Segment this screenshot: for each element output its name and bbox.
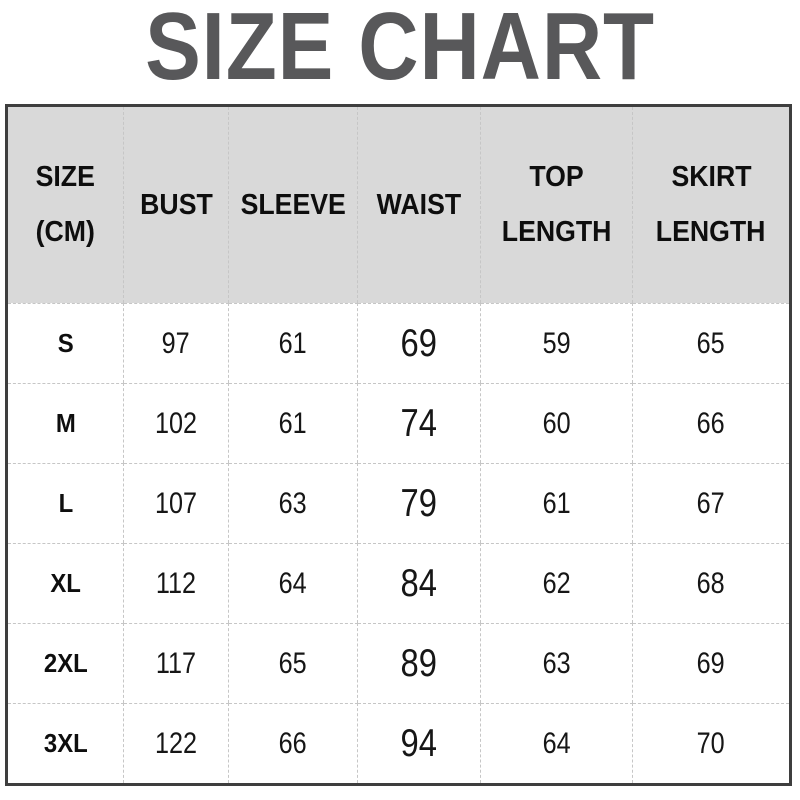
- cell-size: S: [8, 303, 125, 383]
- header-label-skirt-length-line2: LENGTH: [656, 216, 766, 248]
- cell-bust: 102: [124, 383, 229, 463]
- header-label-skirt-length-line1: SKIRT: [671, 161, 752, 193]
- cell-sleeve: 63: [229, 463, 358, 543]
- cell-size: 2XL: [8, 623, 125, 703]
- cell-skirt-length: 66: [633, 383, 789, 463]
- table-row-m: M 102 61 74 60 66: [8, 383, 789, 463]
- table-row-xl: XL 112 64 84 62 68: [8, 543, 789, 623]
- waist-value: 69: [400, 321, 438, 365]
- header-label-waist: WAIST: [376, 188, 462, 221]
- header-label-bust: BUST: [139, 188, 213, 221]
- sleeve-value: 65: [278, 646, 307, 680]
- skirt-length-value: 67: [697, 486, 726, 520]
- sleeve-value: 63: [278, 486, 307, 520]
- size-value: S: [57, 328, 74, 358]
- top-length-value: 64: [542, 726, 571, 760]
- size-value: 2XL: [43, 648, 88, 678]
- cell-sleeve: 64: [229, 543, 358, 623]
- skirt-length-value: 66: [697, 406, 726, 440]
- top-length-value: 63: [542, 646, 571, 680]
- waist-value: 84: [400, 561, 438, 605]
- header-cell-top-length: TOP LENGTH: [481, 107, 634, 303]
- waist-value: 79: [400, 481, 438, 525]
- cell-bust: 107: [124, 463, 229, 543]
- cell-skirt-length: 67: [633, 463, 789, 543]
- cell-sleeve: 66: [229, 703, 358, 783]
- cell-size: L: [8, 463, 125, 543]
- cell-skirt-length: 69: [633, 623, 789, 703]
- header-label-size-line2: (CM): [36, 216, 96, 248]
- size-chart-table: SIZE (CM) BUST SLEEVE WAIST TOP LENGTH S…: [5, 104, 792, 786]
- cell-top-length: 63: [481, 623, 634, 703]
- waist-value: 89: [400, 641, 438, 685]
- top-length-value: 59: [542, 326, 571, 360]
- size-value: 3XL: [43, 728, 88, 758]
- bust-value: 112: [156, 566, 197, 600]
- cell-waist: 79: [357, 463, 482, 543]
- table-row-3xl: 3XL 122 66 94 64 70: [8, 703, 789, 783]
- cell-bust: 122: [124, 703, 229, 783]
- cell-waist: 94: [357, 703, 482, 783]
- skirt-length-value: 65: [697, 326, 726, 360]
- cell-bust: 97: [124, 303, 229, 383]
- top-length-value: 60: [542, 406, 571, 440]
- top-length-value: 61: [542, 486, 571, 520]
- cell-top-length: 59: [481, 303, 634, 383]
- bust-value: 117: [156, 646, 197, 680]
- skirt-length-value: 70: [697, 726, 726, 760]
- waist-value: 74: [400, 401, 438, 445]
- sleeve-value: 64: [278, 566, 307, 600]
- skirt-length-value: 69: [697, 646, 726, 680]
- table-row-2xl: 2XL 117 65 89 63 69: [8, 623, 789, 703]
- cell-sleeve: 61: [229, 383, 358, 463]
- cell-size: XL: [8, 543, 125, 623]
- size-value: L: [58, 488, 73, 518]
- cell-bust: 117: [124, 623, 229, 703]
- cell-size: M: [8, 383, 125, 463]
- table-header-row: SIZE (CM) BUST SLEEVE WAIST TOP LENGTH S…: [8, 107, 789, 303]
- cell-waist: 74: [357, 383, 482, 463]
- top-length-value: 62: [542, 566, 571, 600]
- cell-skirt-length: 68: [633, 543, 789, 623]
- header-label-top-length-line2: LENGTH: [501, 216, 612, 248]
- cell-sleeve: 65: [229, 623, 358, 703]
- header-cell-waist: WAIST: [358, 107, 482, 303]
- sleeve-value: 61: [278, 406, 307, 440]
- cell-top-length: 61: [481, 463, 634, 543]
- size-value: M: [55, 408, 76, 438]
- header-cell-sleeve: SLEEVE: [229, 107, 358, 303]
- cell-skirt-length: 70: [633, 703, 789, 783]
- cell-sleeve: 61: [229, 303, 358, 383]
- waist-value: 94: [400, 721, 438, 765]
- header-label-size-line1: SIZE: [36, 161, 96, 193]
- cell-skirt-length: 65: [633, 303, 789, 383]
- sleeve-value: 61: [278, 326, 307, 360]
- cell-top-length: 62: [481, 543, 634, 623]
- bust-value: 102: [155, 406, 198, 440]
- bust-value: 122: [155, 726, 198, 760]
- cell-top-length: 64: [481, 703, 634, 783]
- sleeve-value: 66: [278, 726, 307, 760]
- header-label-sleeve: SLEEVE: [240, 188, 346, 221]
- header-cell-bust: BUST: [124, 107, 229, 303]
- cell-waist: 89: [357, 623, 482, 703]
- bust-value: 107: [155, 486, 198, 520]
- cell-waist: 69: [357, 303, 482, 383]
- page-title: SIZE CHART: [145, 0, 655, 100]
- header-cell-size: SIZE (CM): [8, 107, 125, 303]
- cell-top-length: 60: [481, 383, 634, 463]
- header-label-top-length-line1: TOP: [529, 161, 584, 193]
- cell-bust: 112: [124, 543, 229, 623]
- header-cell-skirt-length: SKIRT LENGTH: [633, 107, 789, 303]
- cell-size: 3XL: [8, 703, 125, 783]
- bust-value: 97: [162, 326, 191, 360]
- table-row-l: L 107 63 79 61 67: [8, 463, 789, 543]
- table-row-s: S 97 61 69 59 65: [8, 303, 789, 383]
- size-value: XL: [50, 568, 81, 598]
- cell-waist: 84: [357, 543, 482, 623]
- skirt-length-value: 68: [697, 566, 726, 600]
